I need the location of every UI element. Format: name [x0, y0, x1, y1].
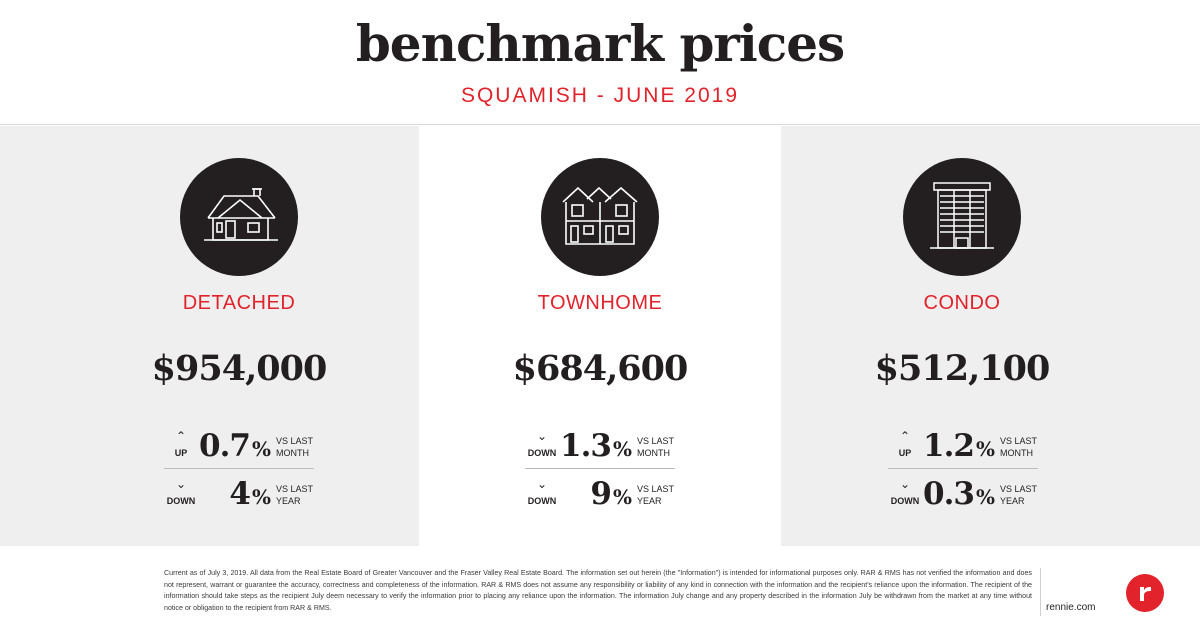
change-value: 4: [229, 476, 251, 512]
monthly-change: ⌄ DOWN 1.3% VS LAST MONTH: [525, 428, 675, 468]
footer-divider: [1040, 568, 1041, 616]
divider: [164, 468, 314, 469]
change-comparison: VS LAST MONTH: [1000, 436, 1037, 458]
change-percent: 0.7%: [199, 428, 271, 464]
down-arrow-icon: ⌄: [536, 477, 548, 491]
change-direction: DOWN: [527, 448, 557, 458]
category-panel-detached: DETACHED $954,000 ⌃ UP 0.7% VS LAST MONT…: [0, 126, 419, 546]
townhome-icon: [541, 158, 659, 276]
percent-sign: %: [975, 485, 995, 509]
change-comparison: VS LAST MONTH: [637, 436, 674, 458]
yearly-change: ⌄ DOWN 9% VS LAST YEAR: [525, 476, 675, 516]
down-arrow-icon: ⌄: [536, 429, 548, 443]
change-percent: 9%: [590, 476, 632, 512]
change-direction: UP: [898, 448, 912, 458]
change-value: 0.7: [199, 428, 251, 464]
change-direction: DOWN: [527, 496, 557, 506]
category-panel-condo: CONDO $512,100 ⌃ UP 1.2% VS LAST MONTH ⌄…: [781, 126, 1200, 546]
change-direction: UP: [174, 448, 188, 458]
change-value: 0.3: [923, 476, 975, 512]
percent-sign: %: [612, 437, 632, 461]
condo-building-icon: [903, 158, 1021, 276]
change-percent: 1.2%: [923, 428, 995, 464]
category-panel-townhome: TOWNHOME $684,600 ⌄ DOWN 1.3% VS LAST MO…: [419, 126, 781, 546]
up-arrow-icon: ⌃: [175, 429, 187, 443]
percent-sign: %: [251, 485, 271, 509]
page-title: benchmark prices: [355, 14, 845, 73]
percent-sign: %: [251, 437, 271, 461]
yearly-change: ⌄ DOWN 0.3% VS LAST YEAR: [888, 476, 1038, 516]
change-percent: 4%: [229, 476, 271, 512]
down-arrow-icon: ⌄: [175, 477, 187, 491]
disclaimer-text: Current as of July 3, 2019. All data fro…: [164, 569, 1032, 612]
rennie-logo-icon[interactable]: [1126, 574, 1164, 612]
monthly-change: ⌃ UP 1.2% VS LAST MONTH: [888, 428, 1038, 468]
change-direction: DOWN: [890, 496, 920, 506]
divider: [525, 468, 675, 469]
change-percent: 0.3%: [923, 476, 995, 512]
header: benchmark prices SQUAMISH - JUNE 2019: [0, 0, 1200, 125]
category-label: DETACHED: [182, 292, 296, 314]
detached-house-icon: [180, 158, 298, 276]
benchmark-price: $512,100: [874, 348, 1051, 389]
percent-sign: %: [975, 437, 995, 461]
footer: Current as of July 3, 2019. All data fro…: [0, 546, 1200, 628]
change-comparison: VS LAST YEAR: [637, 484, 674, 506]
percent-sign: %: [612, 485, 632, 509]
change-percent: 1.3%: [560, 428, 632, 464]
change-value: 1.2: [923, 428, 975, 464]
category-label: CONDO: [923, 292, 1001, 314]
monthly-change: ⌃ UP 0.7% VS LAST MONTH: [164, 428, 314, 468]
change-direction: DOWN: [166, 496, 196, 506]
website-link[interactable]: rennie.com: [1046, 602, 1096, 613]
change-comparison: VS LAST MONTH: [276, 436, 313, 458]
change-comparison: VS LAST YEAR: [276, 484, 313, 506]
change-value: 1.3: [560, 428, 612, 464]
change-comparison: VS LAST YEAR: [1000, 484, 1037, 506]
change-value: 9: [590, 476, 612, 512]
yearly-change: ⌄ DOWN 4% VS LAST YEAR: [164, 476, 314, 516]
benchmark-price: $954,000: [151, 348, 328, 389]
benchmark-price: $684,600: [512, 348, 689, 389]
page-subtitle: SQUAMISH - JUNE 2019: [460, 84, 740, 107]
category-label: TOWNHOME: [537, 292, 663, 314]
down-arrow-icon: ⌄: [899, 477, 911, 491]
divider: [888, 468, 1038, 469]
up-arrow-icon: ⌃: [899, 429, 911, 443]
